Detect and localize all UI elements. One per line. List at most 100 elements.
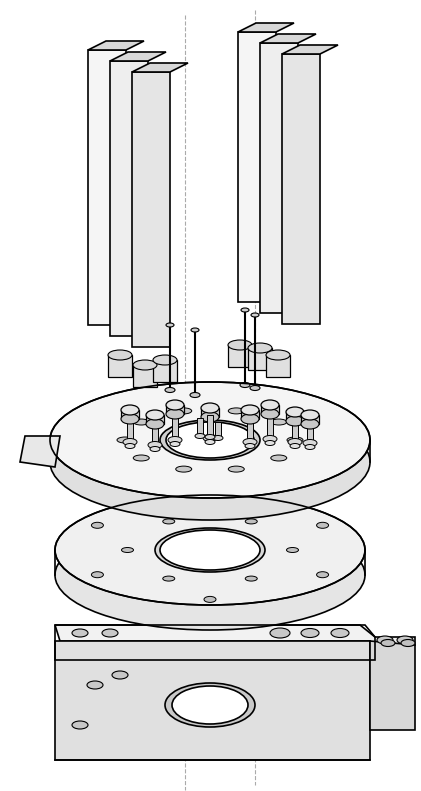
Ellipse shape (271, 419, 287, 425)
Polygon shape (241, 410, 259, 419)
Ellipse shape (271, 455, 287, 461)
Ellipse shape (146, 419, 164, 429)
Ellipse shape (166, 422, 254, 458)
Ellipse shape (270, 628, 290, 638)
Ellipse shape (102, 629, 118, 637)
Polygon shape (110, 61, 148, 336)
Polygon shape (267, 414, 273, 439)
Polygon shape (88, 50, 126, 325)
Polygon shape (207, 415, 213, 437)
Ellipse shape (287, 547, 298, 552)
Ellipse shape (301, 629, 319, 638)
Polygon shape (132, 72, 170, 347)
Ellipse shape (133, 419, 149, 425)
Ellipse shape (146, 410, 164, 420)
Ellipse shape (72, 721, 88, 729)
Ellipse shape (91, 572, 104, 577)
Polygon shape (282, 54, 320, 324)
Ellipse shape (401, 639, 415, 646)
Ellipse shape (287, 437, 303, 443)
Polygon shape (260, 34, 316, 43)
Ellipse shape (228, 408, 244, 414)
Ellipse shape (241, 308, 249, 312)
Ellipse shape (87, 681, 103, 689)
Ellipse shape (266, 350, 290, 360)
Ellipse shape (125, 444, 135, 448)
Ellipse shape (123, 438, 137, 445)
Ellipse shape (191, 328, 199, 332)
Ellipse shape (248, 343, 272, 353)
Ellipse shape (228, 466, 244, 472)
Ellipse shape (204, 596, 216, 603)
Ellipse shape (166, 409, 184, 419)
Polygon shape (248, 348, 272, 370)
Ellipse shape (170, 441, 180, 446)
Polygon shape (88, 41, 144, 50)
Ellipse shape (241, 405, 259, 415)
Polygon shape (172, 414, 178, 440)
Ellipse shape (245, 444, 255, 448)
Ellipse shape (148, 441, 162, 448)
Ellipse shape (91, 522, 104, 528)
Ellipse shape (122, 547, 133, 552)
Ellipse shape (133, 360, 157, 370)
Ellipse shape (240, 383, 250, 388)
Ellipse shape (263, 436, 277, 442)
Polygon shape (215, 422, 221, 438)
Polygon shape (166, 405, 184, 414)
Ellipse shape (150, 446, 160, 452)
Ellipse shape (72, 629, 88, 637)
Ellipse shape (265, 441, 275, 445)
Ellipse shape (317, 572, 328, 577)
Polygon shape (247, 419, 253, 442)
Polygon shape (261, 405, 279, 414)
Polygon shape (286, 412, 304, 421)
Ellipse shape (163, 519, 175, 524)
Ellipse shape (205, 440, 215, 445)
Polygon shape (127, 419, 133, 442)
Polygon shape (266, 355, 290, 377)
Ellipse shape (117, 437, 133, 443)
Ellipse shape (213, 436, 223, 441)
Ellipse shape (377, 636, 393, 644)
Ellipse shape (245, 576, 257, 581)
Polygon shape (282, 45, 338, 54)
Ellipse shape (155, 528, 265, 572)
Ellipse shape (112, 671, 128, 679)
Ellipse shape (121, 414, 139, 424)
Ellipse shape (381, 639, 395, 646)
Polygon shape (260, 43, 298, 313)
Ellipse shape (251, 313, 259, 317)
Ellipse shape (176, 408, 192, 414)
Ellipse shape (261, 400, 279, 410)
Ellipse shape (301, 419, 319, 429)
Ellipse shape (160, 530, 260, 570)
Ellipse shape (195, 433, 205, 438)
Ellipse shape (286, 407, 304, 417)
Polygon shape (132, 63, 188, 72)
Ellipse shape (168, 437, 182, 444)
Ellipse shape (290, 444, 300, 448)
Ellipse shape (205, 434, 215, 440)
Polygon shape (110, 52, 166, 61)
Ellipse shape (50, 404, 370, 520)
Ellipse shape (228, 340, 252, 350)
Polygon shape (146, 415, 164, 424)
Ellipse shape (203, 434, 217, 441)
Ellipse shape (204, 498, 216, 504)
Ellipse shape (165, 388, 175, 392)
Ellipse shape (397, 636, 413, 644)
Ellipse shape (163, 576, 175, 581)
Ellipse shape (331, 629, 349, 638)
Ellipse shape (305, 445, 315, 449)
Polygon shape (370, 641, 415, 730)
Ellipse shape (241, 414, 259, 424)
Ellipse shape (303, 440, 317, 446)
Ellipse shape (55, 495, 365, 605)
Polygon shape (55, 625, 415, 645)
Ellipse shape (301, 410, 319, 420)
Ellipse shape (261, 409, 279, 419)
Ellipse shape (286, 416, 304, 426)
Polygon shape (292, 421, 298, 442)
Polygon shape (228, 345, 252, 367)
